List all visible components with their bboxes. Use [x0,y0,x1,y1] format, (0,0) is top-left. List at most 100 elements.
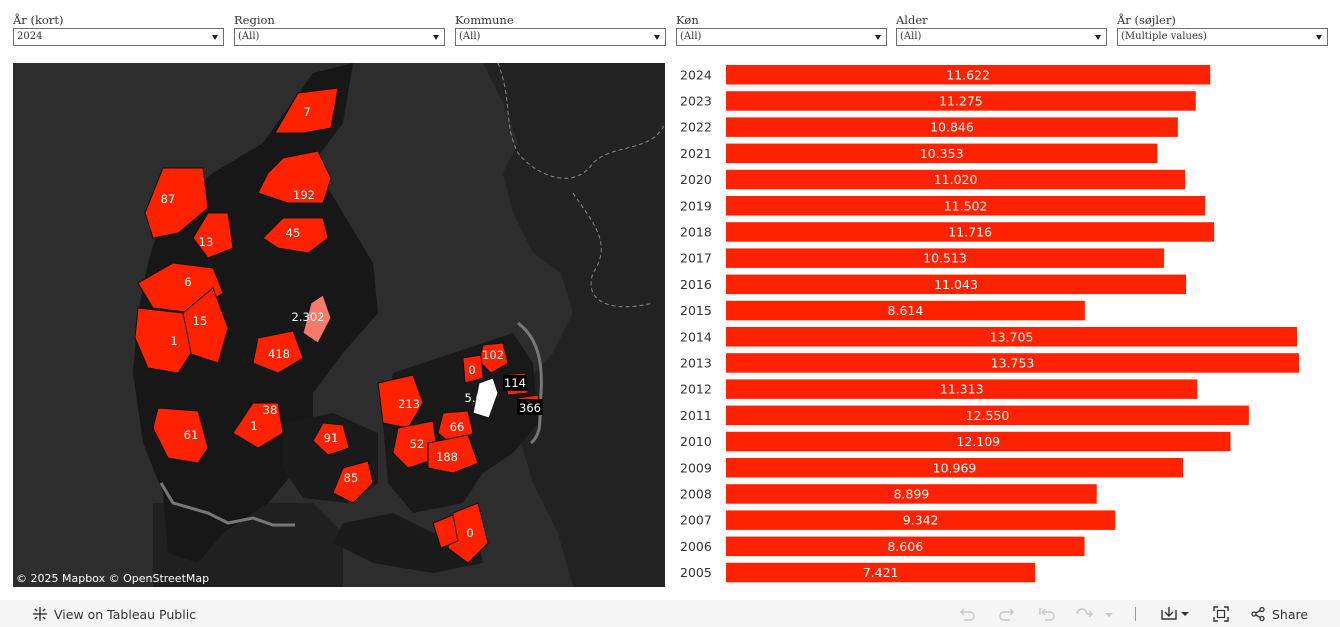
year-label: 2020 [680,172,712,187]
filter-kommune: Kommune (All) [455,12,666,46]
map-label: 114 [504,376,526,390]
age-dropdown[interactable]: (All) [896,28,1107,46]
map-label: 192 [293,188,315,202]
bar-2016[interactable] [726,274,1187,295]
bar-2006[interactable] [726,536,1085,557]
bar-2020[interactable] [726,169,1186,190]
region-dropdown[interactable]: (All) [234,28,445,46]
kommune-region-selected[interactable] [472,377,499,419]
revert-icon[interactable] [1038,605,1056,623]
kommune-region[interactable] [144,167,209,239]
kommune-region[interactable] [392,420,439,469]
label-backdrop [517,399,543,415]
bar-value-label: 13.705 [990,329,1034,344]
redo-icon[interactable] [998,605,1016,623]
kommune-region[interactable] [312,422,350,456]
view-on-tableau-label: View on Tableau Public [54,606,197,622]
bar-2007[interactable] [726,510,1116,530]
dropdown-value: (All) [900,31,922,42]
map-label: 15 [193,314,208,328]
bar-2018[interactable] [726,222,1215,242]
year-bars-dropdown[interactable]: (Multiple values) [1117,28,1328,46]
border-line [572,192,654,308]
kommune-region[interactable] [427,434,479,474]
kommune-region[interactable] [377,374,424,429]
bar-value-label: 9.342 [903,513,939,528]
map-label: 13 [199,235,214,249]
download-icon[interactable] [1160,605,1192,623]
year-label: 2006 [680,539,712,554]
kommune-dropdown[interactable]: (All) [455,28,666,46]
kommune-region[interactable] [274,87,339,134]
map-label: 52 [410,437,425,451]
bar-value-label: 13.753 [991,355,1035,370]
kommune-region[interactable] [152,407,209,464]
year-label: 2008 [680,486,712,501]
bar-2010[interactable] [726,431,1231,452]
filter-bar: År (kort) 2024 Region (All) Kommune (All… [0,0,1340,56]
kommune-region[interactable] [257,150,332,204]
bar-value-label: 12.109 [956,434,1000,449]
kommune-region[interactable] [432,514,459,549]
kommune-region[interactable] [232,402,284,449]
denmark-map[interactable]: 7 87 192 13 45 6 15 2.302 1 418 102 0 11… [13,63,665,587]
kommune-region-highlight[interactable] [302,294,332,344]
undo-icon[interactable] [958,605,976,623]
year-label: 2007 [680,513,712,528]
bar-2021[interactable] [726,143,1158,164]
filter-age: Alder (All) [896,12,1107,46]
year-label: 2016 [680,277,712,292]
filter-label: Kommune [455,13,514,27]
year-label: 2012 [680,382,712,397]
bar-value-label: 11.275 [939,93,983,108]
bar-2009[interactable] [726,458,1184,478]
share-icon [1251,606,1265,622]
kommune-region[interactable] [262,217,329,254]
dropdown-value: 2024 [17,31,43,42]
view-on-tableau-link[interactable]: View on Tableau Public [32,604,196,624]
map-label: 418 [268,347,290,361]
share-button[interactable]: Share [1250,604,1308,624]
bar-2017[interactable] [726,248,1165,268]
gender-dropdown[interactable]: (All) [676,28,887,46]
kommune-region[interactable] [462,354,484,384]
bar-2013[interactable] [726,353,1299,373]
year-label: 2018 [680,224,712,239]
bar-2023[interactable] [726,91,1196,111]
year-label: 2024 [680,67,712,82]
bar-2024[interactable] [726,65,1211,85]
kommune-region[interactable] [134,307,192,374]
bar-value-label: 7.421 [863,565,899,580]
kommune-region[interactable] [252,330,304,374]
refresh-pause-icon[interactable] [1074,605,1118,623]
year-label: 2015 [680,303,712,318]
bar-chart-canvas: 2024 11.622 2023 11.275 2022 10.846 2021 10.353… [680,65,1299,583]
bar-2005[interactable] [726,562,1036,583]
dropdown-value: (All) [238,31,260,42]
bar-value-label: 10.353 [920,146,964,161]
fullscreen-icon[interactable] [1212,605,1230,623]
year-map-dropdown[interactable]: 2024 [13,28,224,46]
dropdown-arrow-icon [212,35,218,40]
bar-2019[interactable] [726,196,1206,216]
bar-2012[interactable] [726,379,1198,399]
filter-label: Alder [896,13,928,27]
bar-2022[interactable] [726,117,1178,137]
map-attribution[interactable]: © 2025 Mapbox © OpenStreetMap [16,572,210,585]
bar-2014[interactable] [726,327,1298,347]
bar-value-label: 11.622 [946,67,990,82]
map-label: 0 [466,526,473,540]
bar-2011[interactable] [726,405,1249,426]
germany-border [159,482,295,527]
map-canvas[interactable]: 7 87 192 13 45 6 15 2.302 1 418 102 0 11… [13,63,665,587]
toolbar-divider [1135,607,1136,621]
sweden-landmass [483,63,665,587]
kommune-region[interactable] [192,212,234,259]
bar-2008[interactable] [726,484,1097,504]
map-label: 7 [303,105,310,119]
map-label: 85 [344,471,359,485]
bar-value-label: 10.513 [923,251,967,266]
year-label: 2010 [680,434,712,449]
kommune-region[interactable] [332,460,374,504]
bar-2015[interactable] [726,300,1085,321]
